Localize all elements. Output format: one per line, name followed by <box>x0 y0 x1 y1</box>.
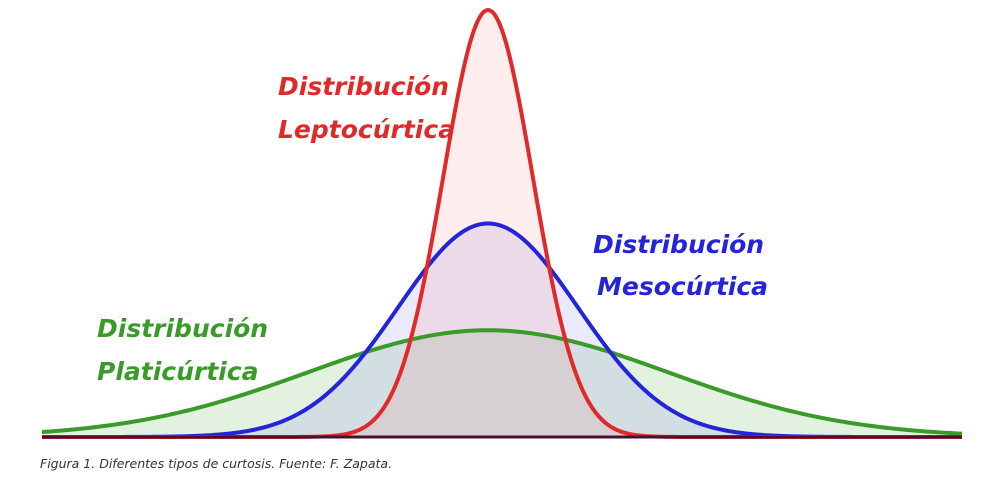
label-mesocurtica-line2: Mesocúrtica <box>597 272 768 301</box>
label-platicurtica-line2: Platicúrtica <box>97 357 258 386</box>
curve-fill-platicurtica <box>42 330 962 437</box>
curve-line-platicurtica <box>41 328 963 436</box>
label-mesocurtica: Distribución <box>593 230 764 259</box>
label-leptocurtica-line1: Distribución <box>278 72 449 101</box>
label-mesocurtica-2: Mesocúrtica <box>597 272 768 301</box>
label-leptocurtica: Distribución <box>278 72 449 101</box>
figure-caption: Figura 1. Diferentes tipos de curtosis. … <box>40 456 393 471</box>
label-mesocurtica-line1: Distribución <box>593 230 764 259</box>
label-leptocurtica-2: Leptocúrtica <box>278 115 455 144</box>
label-platicurtica: Distribución <box>97 314 268 343</box>
curve-fill-leptocurtica <box>42 10 962 437</box>
label-platicurtica-line1: Distribución <box>97 314 268 343</box>
label-platicurtica-2: Platicúrtica <box>97 357 258 386</box>
label-leptocurtica-line2: Leptocúrtica <box>278 115 455 144</box>
